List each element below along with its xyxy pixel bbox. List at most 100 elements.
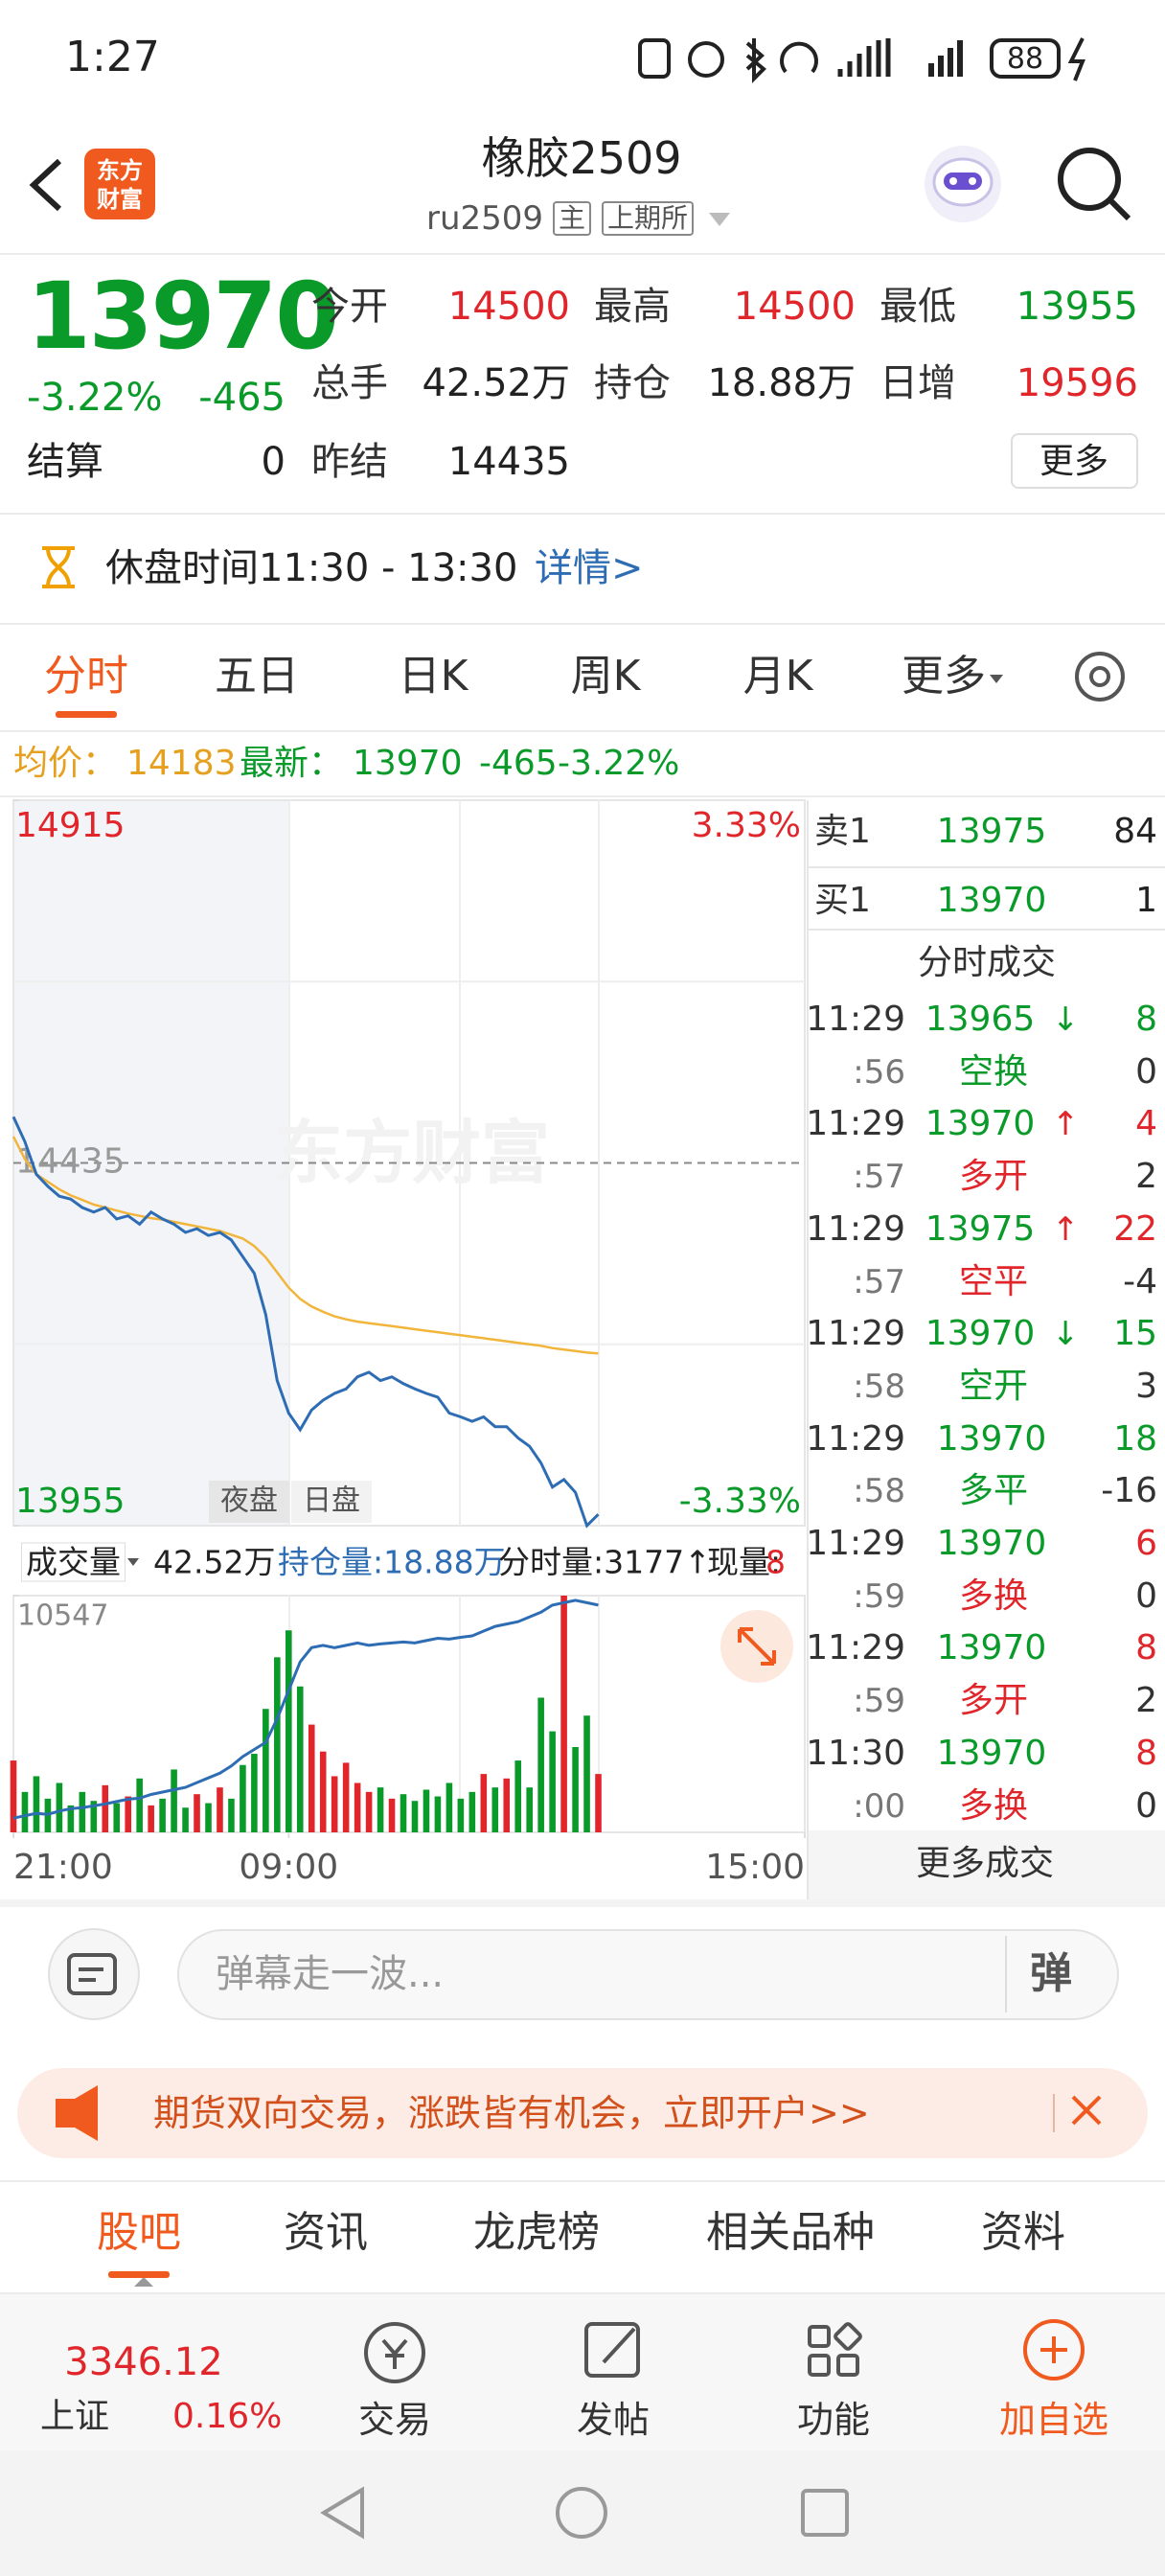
nav-item[interactable]: 发帖 bbox=[576, 2399, 651, 2441]
volume-bar bbox=[342, 1762, 350, 1832]
book-price: 13975 bbox=[936, 812, 1047, 851]
volume-bar bbox=[491, 1787, 499, 1832]
danmu-button[interactable]: 弹 bbox=[1030, 1949, 1072, 1998]
volume-bar bbox=[549, 1731, 556, 1832]
volume-bar bbox=[240, 1764, 246, 1832]
session-tag-bg bbox=[209, 1481, 289, 1523]
volume-bar bbox=[423, 1789, 430, 1832]
ad-close[interactable] bbox=[1071, 2095, 1102, 2126]
x-tick-label: 15:00 bbox=[705, 1848, 805, 1887]
expand-icon[interactable] bbox=[720, 1610, 793, 1683]
series-line bbox=[11, 1136, 599, 1355]
divider bbox=[0, 513, 1165, 515]
trade-time: 11:29 bbox=[806, 1314, 905, 1354]
more-trades[interactable]: 更多成交 bbox=[915, 1844, 1055, 1883]
tab-indicator bbox=[56, 711, 117, 718]
comment-input[interactable] bbox=[177, 1929, 1119, 2020]
settings-icon[interactable] bbox=[1075, 652, 1125, 702]
index-value: 3346.12 bbox=[64, 2340, 223, 2384]
volume-total: 42.52万 bbox=[153, 1543, 276, 1581]
volume-bar bbox=[159, 1798, 166, 1832]
trade-delta: 2 bbox=[1135, 1157, 1157, 1197]
trade-kind: 空平 bbox=[958, 1261, 1029, 1301]
nav-item[interactable]: 功能 bbox=[796, 2399, 871, 2441]
trade-qty: 8 bbox=[1135, 1733, 1157, 1773]
tick-volume: 分时量:3177↑ bbox=[498, 1543, 711, 1581]
volume-bar bbox=[228, 1798, 235, 1832]
last-price: 13970 bbox=[27, 263, 339, 370]
index-name: 上证 bbox=[40, 2397, 110, 2436]
watermark: 东方财富 bbox=[274, 1113, 550, 1193]
trade-price: 13970 bbox=[936, 1524, 1047, 1563]
tag: 主 bbox=[552, 201, 592, 236]
nav-item[interactable]: 加自选 bbox=[998, 2399, 1109, 2441]
ad-banner[interactable] bbox=[17, 2068, 1148, 2158]
more-trades-bg bbox=[808, 1830, 1165, 1899]
stat-label: 日增 bbox=[879, 361, 956, 405]
content-tab[interactable]: 龙虎榜 bbox=[473, 2208, 600, 2257]
chart-tab[interactable]: 分时 bbox=[44, 652, 128, 701]
system-nav bbox=[0, 2450, 1165, 2576]
volume-label[interactable]: 成交量 bbox=[21, 1542, 126, 1582]
trade-time: 11:29 bbox=[806, 1104, 905, 1144]
trade-qty: 6 bbox=[1135, 1524, 1157, 1563]
chart-tab[interactable]: 更多 bbox=[902, 652, 986, 701]
trade-kind: 空换 bbox=[958, 1051, 1029, 1092]
more-button-label[interactable]: 更多 bbox=[1039, 442, 1109, 481]
divider bbox=[0, 795, 1165, 797]
notice-link[interactable]: 详情> bbox=[535, 546, 644, 590]
volume-bar bbox=[102, 1784, 109, 1832]
chart-tab[interactable]: 月K bbox=[742, 652, 813, 701]
search-icon[interactable] bbox=[1058, 148, 1131, 221]
add-watch-icon[interactable] bbox=[1023, 2319, 1085, 2380]
trade-qty: 8 bbox=[1135, 1628, 1157, 1668]
back-button[interactable] bbox=[29, 158, 62, 212]
content-tab[interactable]: 股吧 bbox=[97, 2208, 181, 2257]
divider bbox=[0, 730, 1165, 732]
trade-delta: 0 bbox=[1135, 1051, 1157, 1092]
volume-bar bbox=[274, 1657, 281, 1832]
robot-icon[interactable] bbox=[925, 146, 1001, 222]
chart-tab[interactable]: 五日 bbox=[215, 652, 299, 701]
avg-value: 14183 bbox=[126, 744, 237, 783]
divider bbox=[0, 1899, 1165, 1907]
trade-kind: 多开 bbox=[958, 1157, 1029, 1197]
trade-qty: 22 bbox=[1113, 1208, 1157, 1249]
index-arrow bbox=[134, 2277, 153, 2287]
divider bbox=[0, 2180, 1165, 2182]
page-title: 橡胶2509 bbox=[481, 132, 682, 184]
volume-bar bbox=[400, 1794, 407, 1832]
open-interest: 持仓量:18.88万 bbox=[278, 1543, 506, 1581]
content-tab[interactable]: 资料 bbox=[981, 2208, 1065, 2257]
nav-icons bbox=[364, 2322, 862, 2383]
volume-bar bbox=[514, 1760, 522, 1832]
system-buttons[interactable] bbox=[320, 2486, 849, 2540]
more-button[interactable] bbox=[1011, 433, 1138, 489]
stat-value: 18.88万 bbox=[707, 361, 856, 405]
notice-text: 休盘时间11:30 - 13:30 bbox=[105, 546, 518, 590]
ad-text[interactable]: 期货双向交易，涨跌皆有机会，立即开户>> bbox=[153, 2092, 870, 2134]
trade-second: :57 bbox=[853, 1158, 905, 1197]
comment-placeholder[interactable]: 弹幕走一波... bbox=[216, 1952, 445, 1996]
volume-bar bbox=[217, 1787, 223, 1832]
content-tab[interactable]: 相关品种 bbox=[706, 2208, 875, 2257]
trade-kind: 多换 bbox=[958, 1785, 1029, 1826]
chart-tab[interactable]: 周K bbox=[570, 652, 641, 701]
current-volume: 8 bbox=[765, 1543, 786, 1581]
volume-bar bbox=[583, 1715, 590, 1832]
stat-value: 14500 bbox=[733, 285, 856, 329]
content-tab[interactable]: 资讯 bbox=[284, 2208, 368, 2257]
y-tick-label: 14915 bbox=[15, 806, 126, 845]
danmu-icon[interactable] bbox=[48, 1928, 140, 2020]
volume-bar bbox=[503, 1778, 511, 1832]
tab-dropdown bbox=[990, 675, 1003, 683]
trade-second: :00 bbox=[853, 1786, 905, 1826]
trade-arrow: ↓ bbox=[1052, 1000, 1080, 1039]
volume-bar bbox=[434, 1796, 442, 1832]
settle-label: 结算 bbox=[27, 440, 103, 484]
series-line bbox=[11, 1116, 600, 1529]
chart-tab[interactable]: 日K bbox=[398, 652, 468, 701]
nav-item[interactable]: 交易 bbox=[357, 2399, 432, 2441]
trade-price: 13970 bbox=[925, 1314, 1036, 1354]
